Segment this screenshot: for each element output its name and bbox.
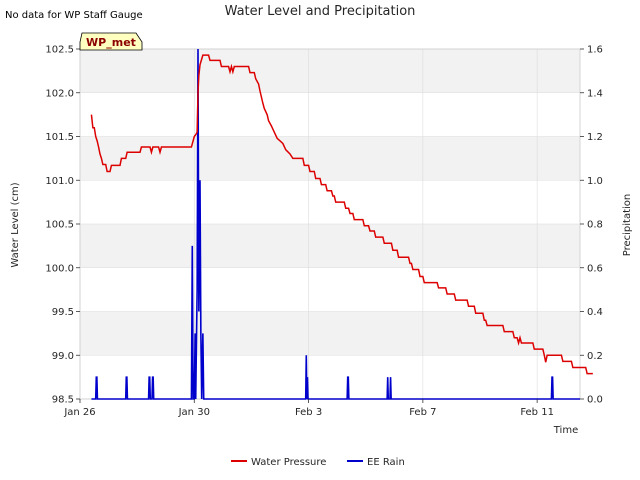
y-axis-title: Water Level (cm) bbox=[10, 182, 21, 267]
y2-tick-label: 0.8 bbox=[587, 220, 603, 231]
y-tick-label: 101.0 bbox=[45, 176, 74, 187]
y2-axis-ticks: 0.0 0.2 0.4 0.6 0.8 1.0 1.2 1.4 1.6 bbox=[580, 45, 603, 406]
series-line-ee-rain bbox=[91, 48, 580, 400]
y2-tick-label: 1.0 bbox=[587, 176, 603, 187]
plot-bands bbox=[80, 49, 580, 356]
no-data-note: No data for WP Staff Gauge bbox=[5, 10, 143, 21]
series-line-water-pressure bbox=[90, 54, 593, 375]
y-tick-label: 100.5 bbox=[45, 220, 74, 231]
x-axis-ticks: Jan 26 Jan 30 Feb 3 Feb 7 Feb 11 bbox=[63, 399, 554, 418]
plot-band bbox=[80, 224, 580, 268]
x-axis-title: Time bbox=[553, 425, 578, 436]
y-tick-label: 98.5 bbox=[52, 395, 74, 406]
y-tick-label: 102.0 bbox=[45, 88, 74, 99]
x-tick-label: Feb 7 bbox=[409, 407, 436, 418]
y2-tick-label: 0.4 bbox=[587, 307, 603, 318]
y2-tick-label: 0.0 bbox=[587, 395, 603, 406]
plot-band bbox=[80, 311, 580, 356]
y2-tick-label: 0.2 bbox=[587, 351, 603, 362]
legend-label-ee-rain: EE Rain bbox=[367, 457, 405, 468]
y-tick-label: 99.0 bbox=[52, 351, 74, 362]
series-layer bbox=[90, 48, 593, 400]
plot-band bbox=[80, 136, 580, 181]
x-tick-label: Jan 26 bbox=[63, 407, 95, 418]
chart-title: Water Level and Precipitation bbox=[225, 4, 416, 19]
plot-band bbox=[80, 49, 580, 93]
x-tick-label: Jan 30 bbox=[178, 407, 210, 418]
y2-axis-title: Precipitation bbox=[622, 194, 633, 257]
x-tick-label: Feb 11 bbox=[520, 407, 554, 418]
y-tick-label: 99.5 bbox=[52, 307, 74, 318]
station-badge-shape bbox=[79, 32, 143, 51]
station-badge-label: WP_met bbox=[86, 36, 136, 49]
y-tick-label: 101.5 bbox=[45, 132, 74, 143]
x-tick-label: Feb 3 bbox=[295, 407, 322, 418]
y2-tick-label: 1.2 bbox=[587, 132, 603, 143]
y-tick-label: 100.0 bbox=[45, 263, 74, 274]
y-tick-label: 102.5 bbox=[45, 45, 74, 56]
y2-tick-label: 1.6 bbox=[587, 45, 603, 56]
y-axis-ticks: 98.5 99.0 99.5 100.0 100.5 101.0 101.5 102.0 102… bbox=[45, 45, 80, 406]
y2-tick-label: 1.4 bbox=[587, 88, 603, 99]
legend: Water Pressure EE Rain bbox=[231, 457, 405, 468]
y2-tick-label: 0.6 bbox=[587, 263, 603, 274]
station-badge: WP_met bbox=[79, 32, 143, 51]
legend-label-water-pressure: Water Pressure bbox=[251, 457, 326, 468]
grid-lines bbox=[79, 48, 580, 400]
